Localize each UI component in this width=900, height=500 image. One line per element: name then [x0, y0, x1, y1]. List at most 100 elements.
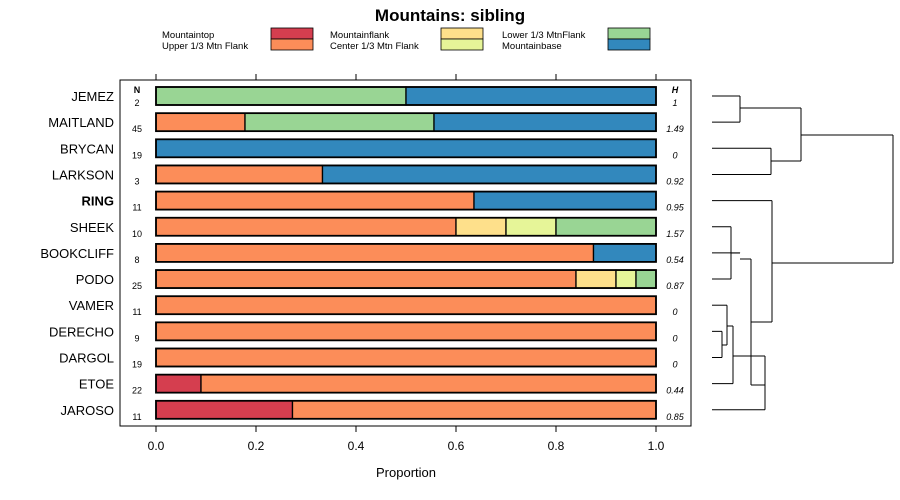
- plot-frame: [119, 79, 692, 427]
- bar-segment: [155, 138, 657, 158]
- dendrogram: [712, 95, 894, 411]
- n-value: 22: [132, 386, 142, 396]
- x-axis-label: Proportion: [376, 465, 436, 480]
- n-value: 11: [132, 412, 141, 422]
- n-value: 8: [134, 255, 139, 265]
- bar-outline: [155, 86, 657, 106]
- bar-segment: [155, 400, 294, 420]
- n-value: 2: [134, 98, 139, 108]
- category-label: BOOKCLIFF: [40, 246, 114, 261]
- bar-outline: [155, 216, 657, 237]
- bar-segment: [473, 190, 657, 211]
- n-header: N: [134, 85, 141, 95]
- x-tick-label: 0.6: [448, 439, 465, 453]
- bar-segment: [615, 269, 637, 289]
- bar-segment: [155, 164, 324, 185]
- bar-outline: [155, 242, 657, 263]
- x-tick-label: 0.8: [548, 439, 565, 453]
- bar-outline: [155, 269, 657, 289]
- h-value: 0.54: [666, 255, 684, 265]
- x-tick-label: 0.0: [148, 439, 165, 453]
- bar-segment: [155, 190, 475, 211]
- bar-outline: [155, 347, 657, 368]
- bars: [155, 86, 657, 420]
- h-value: 0.92: [666, 176, 684, 186]
- category-label: PODO: [76, 272, 114, 287]
- category-label: SHEEK: [70, 220, 114, 235]
- legend-label: Upper 1/3 Mtn Flank: [162, 41, 248, 52]
- h-value: 0: [672, 360, 677, 370]
- bar-segment: [433, 112, 657, 132]
- category-label: DERECHO: [49, 324, 114, 339]
- bar-segment: [635, 269, 657, 289]
- n-value: 19: [132, 150, 142, 160]
- bar-segment: [405, 86, 657, 106]
- bar-segment: [592, 243, 657, 263]
- row-labels: JEMEZ 2 1 MAITLAND 45 1.49 BRYCAN 19 0 LARKSON 3 0.…: [40, 89, 684, 422]
- x-tick-label: 1.0: [648, 439, 665, 453]
- legend-swatch: [270, 38, 314, 51]
- legend-label: Mountaintop: [162, 30, 214, 41]
- category-label: JEMEZ: [71, 89, 114, 104]
- h-value: 1: [672, 98, 677, 108]
- bar-row: [155, 112, 657, 133]
- category-label: MAITLAND: [48, 115, 114, 130]
- bar-segment: [155, 269, 577, 289]
- bar-row: [155, 164, 657, 185]
- bar-outline: [155, 164, 657, 185]
- legend-swatch: [607, 27, 651, 40]
- n-value: 19: [132, 360, 142, 370]
- bar-row: [155, 190, 657, 211]
- bar-segment: [155, 295, 657, 315]
- bar-row: [155, 86, 657, 106]
- category-label: JAROSO: [61, 403, 114, 418]
- h-value: 0.85: [666, 412, 685, 422]
- h-value: 0: [672, 333, 677, 343]
- legend-swatch: [607, 38, 651, 51]
- bar-outline: [155, 112, 657, 133]
- category-label: LARKSON: [52, 167, 114, 182]
- bar-segment: [155, 347, 657, 368]
- x-axis: 0.0 0.2 0.4 0.6 0.8 1.0: [148, 74, 665, 453]
- bar-outline: [155, 190, 657, 211]
- bar-segment: [155, 321, 657, 342]
- h-value: 0: [672, 307, 677, 317]
- bar-row: [155, 138, 657, 159]
- legend-label: Mountainflank: [330, 30, 389, 41]
- legend-label: Lower 1/3 MtnFlank: [502, 30, 586, 41]
- bar-row: [155, 242, 657, 263]
- n-value: 10: [132, 229, 142, 239]
- bar-row: [155, 295, 657, 316]
- n-value: 45: [132, 124, 142, 134]
- bar-outline: [155, 321, 657, 342]
- h-value: 1.49: [666, 124, 684, 134]
- bar-row: [155, 216, 657, 237]
- bar-segment: [575, 269, 617, 289]
- n-value: 11: [132, 203, 141, 213]
- n-value: 9: [134, 333, 139, 343]
- n-value: 11: [132, 307, 141, 317]
- legend-swatch: [440, 27, 484, 40]
- bar-segment: [155, 373, 202, 394]
- bar-segment: [155, 217, 457, 237]
- category-label: BRYCAN: [60, 141, 114, 156]
- h-value: 0.87: [666, 281, 685, 291]
- n-value: 3: [134, 176, 139, 186]
- x-tick-label: 0.2: [248, 439, 265, 453]
- bar-segment: [155, 86, 407, 106]
- h-value: 1.57: [666, 229, 685, 239]
- legend-label: Mountainbase: [502, 41, 562, 52]
- h-value: 0.95: [666, 203, 685, 213]
- category-label: DARGOL: [59, 351, 114, 366]
- bar-segment: [244, 112, 435, 132]
- bar-row: [155, 347, 657, 368]
- bar-segment: [291, 400, 657, 420]
- bar-segment: [155, 243, 595, 263]
- bar-segment: [155, 112, 246, 132]
- category-label: ETOE: [79, 377, 114, 392]
- bar-outline: [155, 138, 657, 159]
- bar-row: [155, 373, 657, 394]
- bar-segment: [455, 217, 507, 237]
- bar-row: [155, 269, 657, 289]
